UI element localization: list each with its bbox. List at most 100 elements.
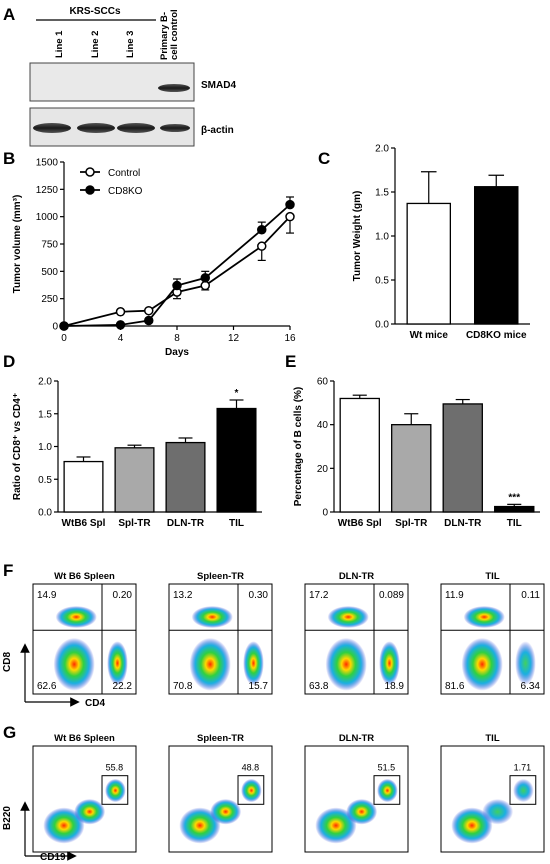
bar-til <box>494 505 535 513</box>
data-point-control <box>285 211 295 222</box>
x-tick-label: WtB6 Spl <box>338 518 382 529</box>
panel-b-label: B <box>3 149 15 168</box>
cd8-cd4-flow-plots: Wt B6 Spleen 14.9 0.20 62.6 22.2 Spleen-TR 13.… <box>32 571 545 695</box>
flow-g-ylabel: B220 <box>2 806 13 830</box>
intermediate-population <box>482 799 514 825</box>
y-tick-label: 1.0 <box>375 232 389 243</box>
x-axis-title: Days <box>165 347 189 358</box>
bar-dln-tr <box>165 441 206 513</box>
x-tick-label: TIL <box>507 518 522 529</box>
panel-f: F Wt B6 Spleen 14.9 0.20 62.6 22.2 Spleen-TR 1… <box>2 561 545 709</box>
cd4-population <box>243 641 264 686</box>
x-tick-label: Spl-TR <box>118 518 151 529</box>
quadrant-ul-value: 11.9 <box>445 590 464 601</box>
data-point-cd8ko <box>172 280 182 291</box>
y-tick-label: 0.0 <box>38 508 52 519</box>
data-point-control <box>115 307 126 317</box>
legend-label: Control <box>108 168 140 179</box>
y-tick-label: 60 <box>317 377 329 388</box>
cd8-population <box>463 606 505 628</box>
quadrant-lr-value: 6.34 <box>521 681 541 692</box>
data-point-cd8ko <box>59 321 69 331</box>
cd4-population <box>379 641 400 686</box>
y-tick-label: 1250 <box>36 185 59 196</box>
quadrant-ul-value: 17.2 <box>309 590 329 601</box>
significance-mark: *** <box>508 492 520 503</box>
y-tick-label: 0.5 <box>375 276 389 287</box>
y-axis-title: Ratio of CD8⁺ vs CD4⁺ <box>12 393 23 500</box>
bar-cd8ko-mice <box>473 186 519 325</box>
flow-g-sample-title: TIL <box>485 733 499 744</box>
b220-cd19-negative-population <box>43 807 85 844</box>
quadrant-ll-value: 70.8 <box>173 681 193 692</box>
b220-cd19-negative-population <box>315 807 357 844</box>
y-axis-title: Tumor Weight (gm) <box>352 191 363 282</box>
actin-band-2 <box>77 123 115 133</box>
y-axis-title: Tumor volume (mm³) <box>12 195 23 294</box>
significance-mark: * <box>235 388 239 399</box>
b-cell-population <box>105 778 126 803</box>
y-tick-label: 1.0 <box>38 442 52 453</box>
cd8-population <box>191 606 233 628</box>
actin-label: β-actin <box>201 125 234 136</box>
x-tick-label: 4 <box>118 333 124 344</box>
series-line-cd8ko <box>63 203 291 327</box>
b220-cd19-flow-plots: Wt B6 Spleen 55.8 Spleen-TR 48.8 DLN-TR 51.5 T… <box>32 733 545 853</box>
flow-f-sample-title: Spleen-TR <box>197 571 244 582</box>
blot-group-header: KRS-SCCs <box>69 6 121 17</box>
cd8-population <box>55 606 97 628</box>
quadrant-ul-value: 14.9 <box>37 590 57 601</box>
intermediate-population <box>210 799 242 825</box>
double-negative-population <box>325 637 367 691</box>
flow-g-sample-title: DLN-TR <box>339 733 374 744</box>
b-cell-population <box>241 778 262 803</box>
y-tick-label: 40 <box>317 420 329 431</box>
x-tick-label: 0 <box>61 333 67 344</box>
panel-d: D 0.0 0.5 1.0 1.5 2.0 WtB6 Spl Spl-TR DLN-TR TIL… <box>3 352 262 529</box>
y-tick-label: 0.0 <box>375 320 389 331</box>
x-tick-label: DLN-TR <box>167 518 205 529</box>
x-tick-label: Spl-TR <box>395 518 428 529</box>
y-tick-label: 2.0 <box>38 377 52 388</box>
y-tick-label: 250 <box>41 294 58 305</box>
bar-wtb6-spl <box>339 397 380 513</box>
quadrant-ll-value: 62.6 <box>37 681 57 692</box>
y-tick-label: 2.0 <box>375 144 389 155</box>
data-point-cd8ko <box>200 273 210 283</box>
y-tick-label: 500 <box>41 267 58 278</box>
lane-label-4: Primary B-cell control <box>159 9 180 60</box>
b220-cd19-negative-population <box>451 807 493 844</box>
legend-marker <box>85 185 95 195</box>
actin-band-1 <box>33 123 71 133</box>
data-point-cd8ko <box>115 320 126 330</box>
flow-g-sample-title: Wt B6 Spleen <box>54 733 115 744</box>
flow-g-xlabel: CD19 <box>40 852 66 863</box>
legend-marker <box>85 167 95 177</box>
y-tick-label: 0 <box>322 508 328 519</box>
y-tick-label: 750 <box>41 240 58 251</box>
legend-label: CD8KO <box>108 186 143 197</box>
data-point-cd8ko <box>144 315 154 326</box>
b-cell-gate <box>101 775 129 805</box>
y-tick-label: 1000 <box>36 212 59 223</box>
quadrant-ur-value: 0.11 <box>521 590 540 601</box>
data-point-control <box>144 305 154 316</box>
data-point-control <box>200 280 210 291</box>
b-cell-gate <box>509 775 537 805</box>
panel-d-label: D <box>3 352 15 371</box>
panel-e-label: E <box>285 352 296 371</box>
b-cell-gate-value: 48.8 <box>242 763 260 773</box>
bar-spl-tr <box>391 424 432 513</box>
bar-wtb6-spl <box>63 460 104 513</box>
series-line-control <box>63 216 291 327</box>
flow-f-sample-title: TIL <box>485 571 499 582</box>
flow-f-ylabel: CD8 <box>2 652 13 672</box>
y-tick-label: 20 <box>317 464 329 475</box>
data-point-control <box>257 241 267 251</box>
panel-b: B 0 250 500 750 1000 1250 1500 0 4 8 12 16 Days Tumor… <box>3 149 296 358</box>
smad4-band <box>158 84 190 92</box>
x-tick-label: 8 <box>174 333 180 344</box>
b-cell-gate-value: 55.8 <box>106 763 124 773</box>
bar-wt-mice <box>406 202 451 325</box>
